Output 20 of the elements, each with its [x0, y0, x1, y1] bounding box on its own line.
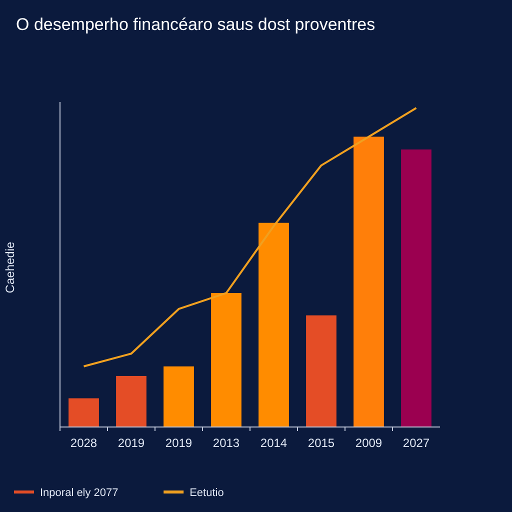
x-tick-label: 2013 — [212, 436, 240, 450]
x-tick-label: 2019 — [165, 436, 192, 450]
legend-label: Eetutio — [190, 486, 224, 499]
x-tick-label: 2015 — [308, 436, 335, 450]
bar — [164, 366, 194, 427]
bar — [354, 136, 384, 427]
x-tick-label: 2019 — [118, 436, 145, 450]
x-tick-label: 2028 — [70, 436, 98, 450]
bar — [306, 315, 336, 427]
legend-label: Inporal ely 2077 — [40, 486, 118, 499]
x-tick-label: 2009 — [355, 436, 382, 450]
x-tick-label: 2027 — [402, 436, 430, 450]
x-tick-label: 2014 — [260, 436, 288, 450]
bar — [116, 376, 146, 427]
bar — [258, 222, 289, 427]
chart-title: O desemperho financéaro saus dost proventres — [16, 15, 376, 34]
bar — [211, 293, 242, 427]
bar — [68, 398, 99, 427]
y-axis-title: Caehedie — [3, 241, 17, 294]
bar — [401, 149, 432, 427]
